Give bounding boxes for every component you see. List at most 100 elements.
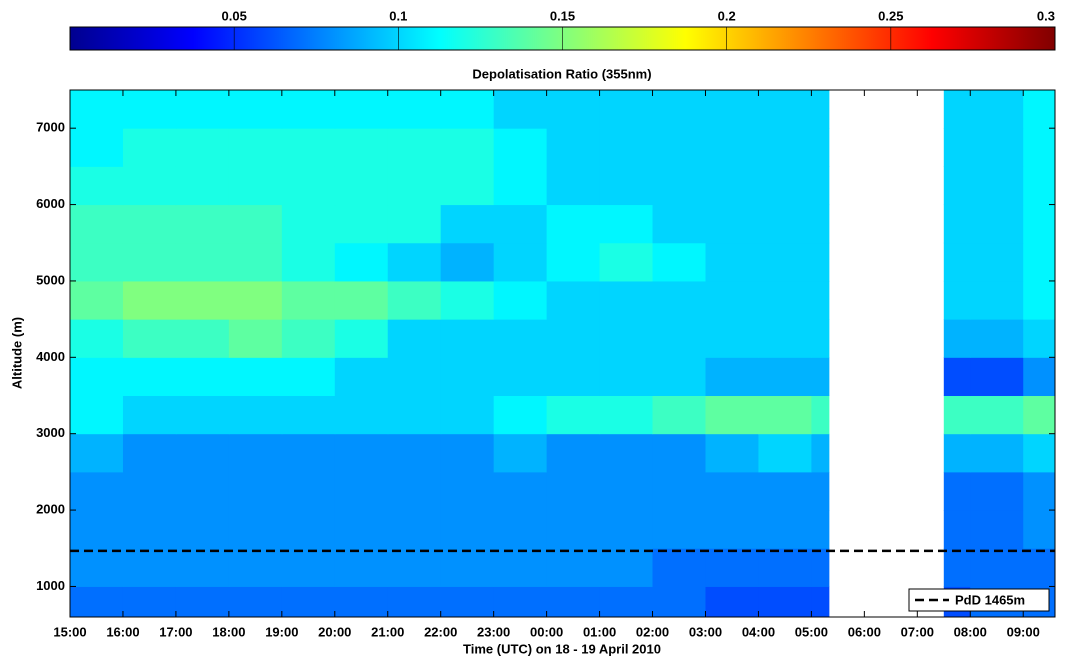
colorbar-tick-label: 0.05 [222,8,247,23]
heatmap-cell [440,548,495,587]
heatmap-cell [281,90,336,129]
heatmap-cell [228,433,283,473]
heatmap-cell [387,319,442,358]
y-tick-label: 1000 [36,578,65,593]
heatmap-cell [387,433,442,473]
heatmap-cell [811,128,830,167]
x-tick-label: 15:00 [53,624,86,639]
heatmap-cell [175,433,230,473]
heatmap-cell [493,166,548,206]
heatmap-cell [652,242,706,282]
heatmap-cell [387,280,442,320]
heatmap-cell [599,510,654,549]
heatmap-cell [652,357,706,397]
heatmap-cell [387,90,442,129]
heatmap-cell [228,471,283,511]
heatmap-cell [122,433,177,473]
heatmap-cell [228,395,283,435]
heatmap-cell [228,242,283,282]
x-tick-label: 23:00 [477,624,510,639]
heatmap-cell [705,433,759,473]
heatmap-cell [811,319,830,358]
heatmap-cell [334,510,389,549]
heatmap-cell [758,90,812,129]
heatmap-cell [334,471,389,511]
heatmap-cell [70,395,124,435]
heatmap-cell [811,586,830,618]
heatmap-cell [70,166,124,206]
heatmap-cell [546,90,601,129]
x-tick-label: 22:00 [424,624,457,639]
heatmap-cell [1023,510,1056,549]
x-tick-label: 20:00 [318,624,351,639]
heatmap-cell [175,548,230,587]
heatmap-cell [758,510,812,549]
heatmap-cell [387,510,442,549]
heatmap-cell [1023,280,1056,320]
heatmap-cell [652,586,706,618]
heatmap-cell [281,433,336,473]
heatmap-cell [228,357,283,397]
heatmap-cell [334,548,389,587]
heatmap-cell [758,548,812,587]
heatmap-cell [546,319,601,358]
heatmap-cell [122,586,177,618]
heatmap-cell [334,433,389,473]
heatmap-cell [228,128,283,167]
heatmap-cell [281,395,336,435]
heatmap-cell [546,128,601,167]
heatmap-cell [705,204,759,244]
x-tick-label: 09:00 [1007,624,1040,639]
heatmap-cell [652,548,706,587]
x-tick-label: 04:00 [742,624,775,639]
heatmap-cell [281,471,336,511]
heatmap-cell [281,548,336,587]
heatmap-cell [943,242,971,282]
heatmap-cell [122,319,177,358]
heatmap-cell [652,471,706,511]
heatmap-cell [546,395,601,435]
x-tick-label: 19:00 [265,624,298,639]
heatmap-cell [758,166,812,206]
heatmap-cell [70,280,124,320]
heatmap-cell [758,395,812,435]
heatmap-cell [122,395,177,435]
heatmap-cell [175,471,230,511]
heatmap-cell [811,395,830,435]
x-tick-label: 17:00 [159,624,192,639]
x-tick-label: 21:00 [371,624,404,639]
colorbar-tick-label: 0.1 [389,8,407,23]
heatmap-cell [122,204,177,244]
heatmap-cell [599,357,654,397]
x-tick-label: 05:00 [795,624,828,639]
heatmap-cell [943,433,971,473]
heatmap-cell [811,433,830,473]
heatmap-cell [943,319,971,358]
heatmap-cell [281,204,336,244]
heatmap-cell [334,242,389,282]
heatmap-cell [175,166,230,206]
heatmap-cell [705,319,759,358]
heatmap-cell [122,242,177,282]
heatmap-cell [387,242,442,282]
heatmap-cell [175,280,230,320]
heatmap-cell [811,204,830,244]
heatmap-cell [228,90,283,129]
heatmap-cell [943,357,971,397]
heatmap-cell [705,357,759,397]
heatmap-cell [943,90,971,129]
heatmap-cell [599,204,654,244]
heatmap-cell [970,510,1024,549]
heatmap-cell [334,280,389,320]
heatmap-cell [175,395,230,435]
heatmap-cell [599,166,654,206]
heatmap-cell [175,128,230,167]
heatmap-cell [70,90,124,129]
x-tick-label: 18:00 [212,624,245,639]
heatmap-cell [387,166,442,206]
heatmap-cell [334,395,389,435]
heatmap-cell [122,548,177,587]
heatmap-cell [599,433,654,473]
heatmap-cell [705,395,759,435]
